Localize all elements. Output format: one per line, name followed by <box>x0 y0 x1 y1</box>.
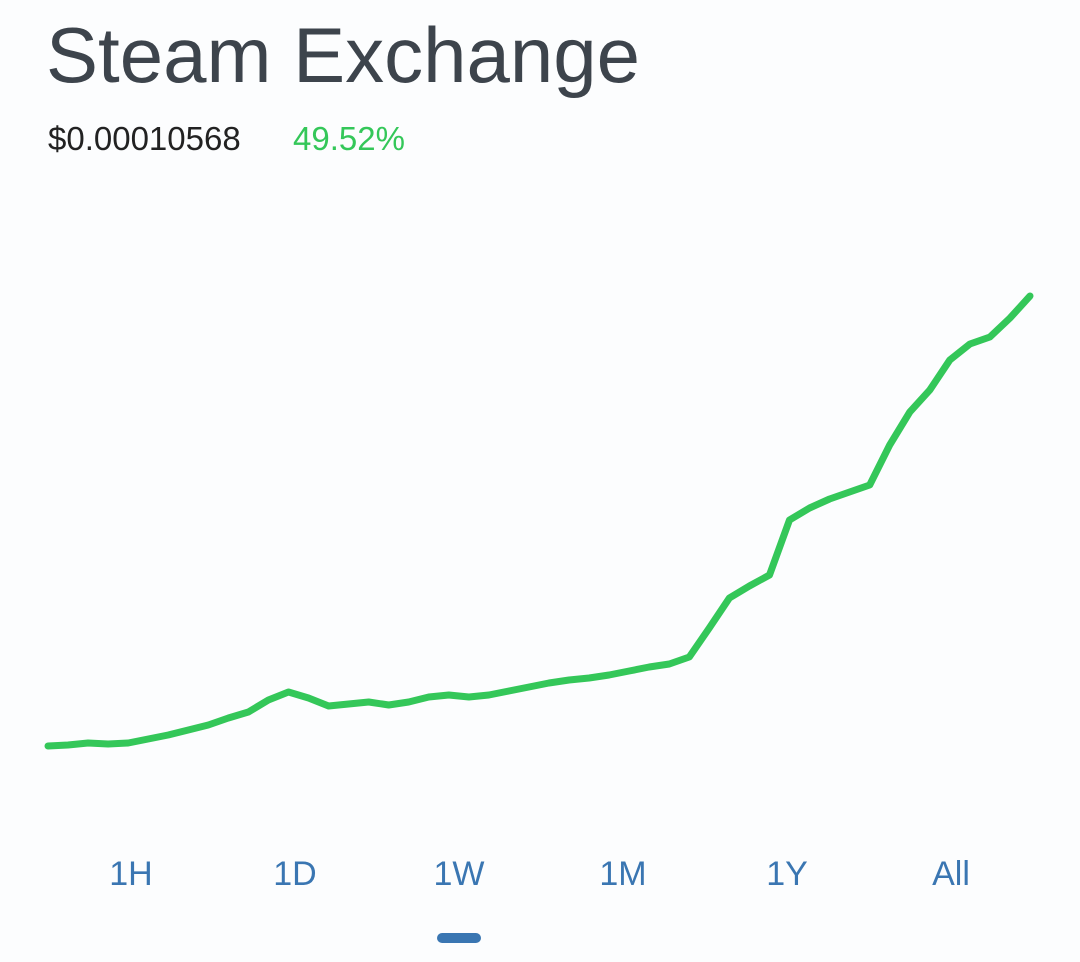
price-line <box>44 292 1034 750</box>
selected-indicator <box>437 933 481 943</box>
title: Steam Exchange <box>46 11 641 99</box>
change: 49.52% <box>293 120 405 157</box>
price: $0.00010568 <box>48 120 241 157</box>
range-tab[interactable]: All <box>932 855 970 893</box>
range-tab[interactable]: 1D <box>273 855 316 893</box>
range-tab[interactable]: 1Y <box>766 855 808 893</box>
range-tab[interactable]: 1M <box>599 855 646 893</box>
range-tab[interactable]: 1W <box>434 855 485 893</box>
range-tab[interactable]: 1H <box>109 855 152 893</box>
